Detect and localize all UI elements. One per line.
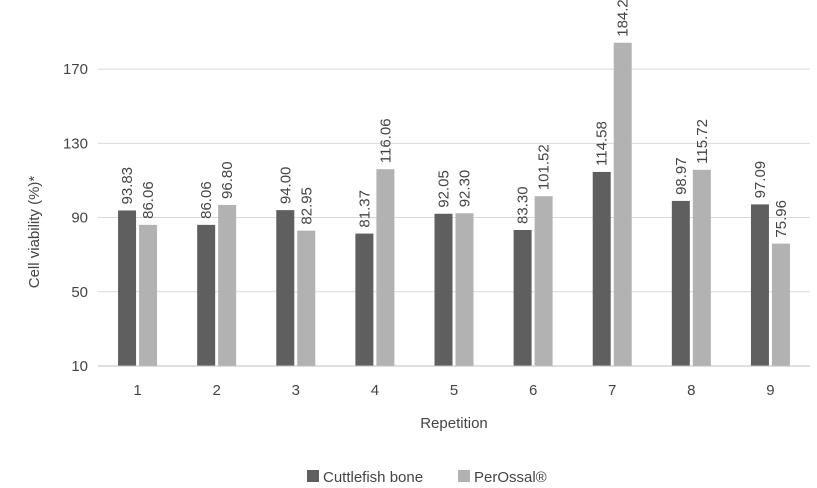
x-tick-label: 4: [371, 382, 379, 399]
data-label: 86.06: [198, 181, 215, 219]
legend-label-cuttlefish-bone: Cuttlefish bone: [323, 469, 423, 486]
legend-label-perossal: PerOssal®: [474, 469, 547, 486]
bar-cuttlefish-bone: [513, 229, 532, 366]
bar-perossal: [534, 196, 553, 366]
data-label: 81.37: [356, 190, 373, 228]
bar-cuttlefish-bone: [276, 210, 295, 366]
data-label: 114.58: [594, 121, 611, 166]
data-label: 98.97: [673, 157, 690, 195]
bar-cuttlefish-bone: [355, 233, 374, 366]
data-label: 116.06: [377, 118, 394, 163]
data-label: 93.83: [119, 167, 136, 205]
legend: Cuttlefish bone PerOssal®: [307, 469, 547, 486]
bar-perossal: [613, 42, 632, 367]
x-tick-label: 1: [133, 382, 141, 399]
x-tick-label: 5: [450, 382, 458, 399]
y-axis-ticks: 10 50 90 130 170: [63, 61, 88, 375]
data-label: 82.95: [298, 187, 315, 225]
bar-cuttlefish-bone: [671, 200, 690, 366]
bar-perossal: [771, 243, 790, 366]
data-label: 92.05: [436, 170, 453, 208]
x-tick-label: 3: [292, 382, 300, 399]
x-axis-ticks: 1 2 3 4 5 6 7 8 9: [133, 382, 774, 399]
data-label: 184.20: [615, 0, 632, 37]
bar-cuttlefish-bone: [197, 224, 216, 366]
bar-perossal: [692, 169, 711, 366]
y-tick-label: 10: [71, 358, 88, 375]
bar-perossal: [139, 224, 158, 366]
data-label: 75.96: [773, 200, 790, 238]
y-axis-title: Cell viability (%)*: [26, 176, 43, 289]
data-label: 101.52: [536, 144, 553, 190]
legend-swatch-cuttlefish-bone: [307, 470, 319, 482]
bar-cuttlefish-bone: [750, 204, 769, 366]
x-tick-label: 2: [212, 382, 220, 399]
x-axis-title: Repetition: [420, 415, 488, 432]
x-tick-label: 9: [766, 382, 774, 399]
bar-perossal: [376, 169, 395, 366]
data-label: 97.09: [752, 161, 769, 199]
data-label: 115.72: [694, 119, 711, 164]
bar-perossal: [218, 204, 237, 366]
gridlines: [98, 68, 810, 293]
x-tick-label: 8: [687, 382, 695, 399]
data-label: 92.30: [457, 170, 474, 208]
bar-cuttlefish-bone: [118, 210, 137, 366]
y-tick-label: 170: [63, 61, 88, 78]
x-tick-label: 7: [608, 382, 616, 399]
bar-perossal: [297, 230, 316, 366]
data-label: 86.06: [140, 181, 157, 219]
y-tick-label: 130: [63, 135, 88, 152]
data-label: 96.80: [219, 161, 236, 199]
x-tick-label: 6: [529, 382, 537, 399]
data-label: 83.30: [515, 186, 532, 224]
bar-cuttlefish-bone: [434, 213, 453, 366]
bars: [118, 42, 790, 367]
legend-swatch-perossal: [458, 470, 470, 482]
y-tick-label: 50: [71, 284, 88, 301]
y-tick-label: 90: [71, 210, 88, 227]
bar-cuttlefish-bone: [592, 171, 611, 366]
data-label: 94.00: [277, 167, 294, 205]
bar-perossal: [455, 213, 474, 366]
